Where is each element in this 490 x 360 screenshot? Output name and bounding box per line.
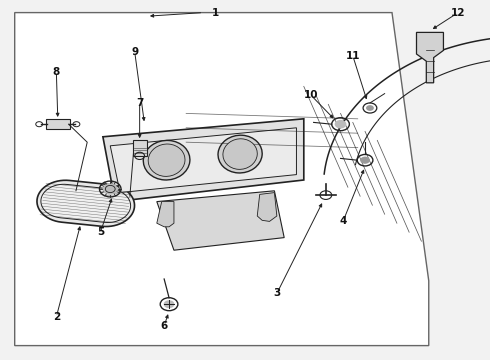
Text: 4: 4 bbox=[339, 216, 347, 226]
Circle shape bbox=[335, 120, 346, 129]
Ellipse shape bbox=[143, 140, 190, 180]
Text: 6: 6 bbox=[161, 321, 168, 331]
Text: 9: 9 bbox=[131, 47, 138, 57]
Text: 2: 2 bbox=[53, 312, 60, 322]
Polygon shape bbox=[416, 32, 443, 83]
Text: 7: 7 bbox=[136, 98, 144, 108]
Text: 8: 8 bbox=[53, 67, 60, 77]
Polygon shape bbox=[157, 191, 284, 250]
Circle shape bbox=[360, 157, 370, 164]
Text: 10: 10 bbox=[304, 90, 318, 100]
Ellipse shape bbox=[148, 144, 185, 176]
Ellipse shape bbox=[218, 135, 262, 173]
Text: 3: 3 bbox=[273, 288, 280, 298]
Polygon shape bbox=[15, 13, 429, 346]
Text: 12: 12 bbox=[451, 8, 465, 18]
Polygon shape bbox=[257, 193, 277, 221]
Text: 1: 1 bbox=[212, 8, 219, 18]
Ellipse shape bbox=[223, 139, 257, 169]
Circle shape bbox=[102, 183, 118, 195]
Polygon shape bbox=[103, 119, 304, 202]
Circle shape bbox=[164, 300, 174, 308]
Text: 5: 5 bbox=[97, 227, 104, 237]
Circle shape bbox=[366, 105, 374, 111]
Polygon shape bbox=[157, 202, 174, 227]
FancyBboxPatch shape bbox=[133, 140, 147, 156]
Polygon shape bbox=[41, 184, 131, 222]
Polygon shape bbox=[110, 128, 296, 193]
Polygon shape bbox=[37, 180, 135, 226]
FancyBboxPatch shape bbox=[46, 119, 70, 129]
Text: 11: 11 bbox=[345, 51, 360, 61]
